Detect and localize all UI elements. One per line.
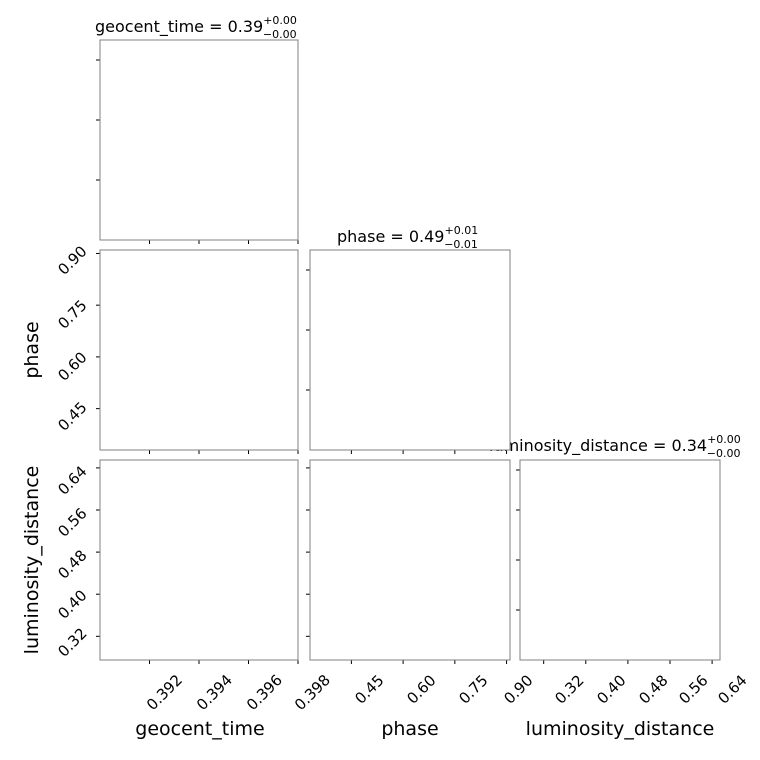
title-luminosity-distance: luminosity_distance = 0.34+0.00 −0.00 xyxy=(489,433,741,460)
x-axis-label-geocent-time: geocent_time xyxy=(135,718,264,740)
x-tick-label: 0.60 xyxy=(403,671,439,707)
x-axis-label-luminosity-distance: luminosity_distance xyxy=(526,718,715,740)
x-tick-label: 0.45 xyxy=(351,671,387,707)
panel-frame xyxy=(519,459,721,661)
x-ticks-geocent-time: 0.392 0.394 0.396 0.398 xyxy=(143,671,334,714)
y-tick-label: 0.75 xyxy=(54,296,90,332)
title-geocent-time: geocent_time = 0.39+0.00 −0.00 xyxy=(95,14,297,41)
x-tick-label: 0.48 xyxy=(635,671,671,707)
x-ticks-phase: 0.45 0.60 0.75 0.90 xyxy=(351,671,536,707)
x-tick-label: 0.56 xyxy=(675,671,711,707)
y-ticks-phase: 0.90 0.75 0.60 0.45 xyxy=(54,242,90,434)
x-ticks-luminosity-distance: 0.32 0.40 0.48 0.56 0.64 xyxy=(551,671,750,707)
title-phase: phase = 0.49+0.01 −0.01 xyxy=(337,224,478,251)
x-tick-label: 0.75 xyxy=(455,671,491,707)
y-axis-label-luminosity-distance: luminosity_distance xyxy=(21,466,43,655)
x-tick-label: 0.398 xyxy=(291,671,334,714)
y-tick-label: 0.32 xyxy=(54,624,90,660)
x-tick-label: 0.64 xyxy=(714,671,750,707)
panel-frame xyxy=(99,39,299,241)
y-tick-label: 0.48 xyxy=(54,546,90,582)
x-tick-label: 0.392 xyxy=(143,671,186,714)
x-tick-label: 0.396 xyxy=(243,671,286,714)
y-tick-label: 0.56 xyxy=(54,504,90,540)
x-tick-label: 0.40 xyxy=(593,671,629,707)
y-tick-label: 0.45 xyxy=(54,398,90,434)
x-tick-label: 0.394 xyxy=(193,671,236,714)
y-tick-label: 0.60 xyxy=(54,348,90,384)
panel-frame xyxy=(309,459,511,661)
y-tick-label: 0.40 xyxy=(54,586,90,622)
y-tick-label: 0.90 xyxy=(54,242,90,278)
x-tick-label: 0.32 xyxy=(551,671,587,707)
panel-frame xyxy=(309,249,511,451)
x-axis-label-phase: phase xyxy=(381,718,438,740)
x-tick-label: 0.90 xyxy=(500,671,536,707)
y-tick-label: 0.64 xyxy=(54,462,90,498)
panel-frame xyxy=(99,249,299,451)
panel-frame xyxy=(99,459,299,661)
y-axis-label-phase: phase xyxy=(21,321,43,378)
y-ticks-luminosity-distance: 0.64 0.56 0.48 0.40 0.32 xyxy=(54,462,90,660)
